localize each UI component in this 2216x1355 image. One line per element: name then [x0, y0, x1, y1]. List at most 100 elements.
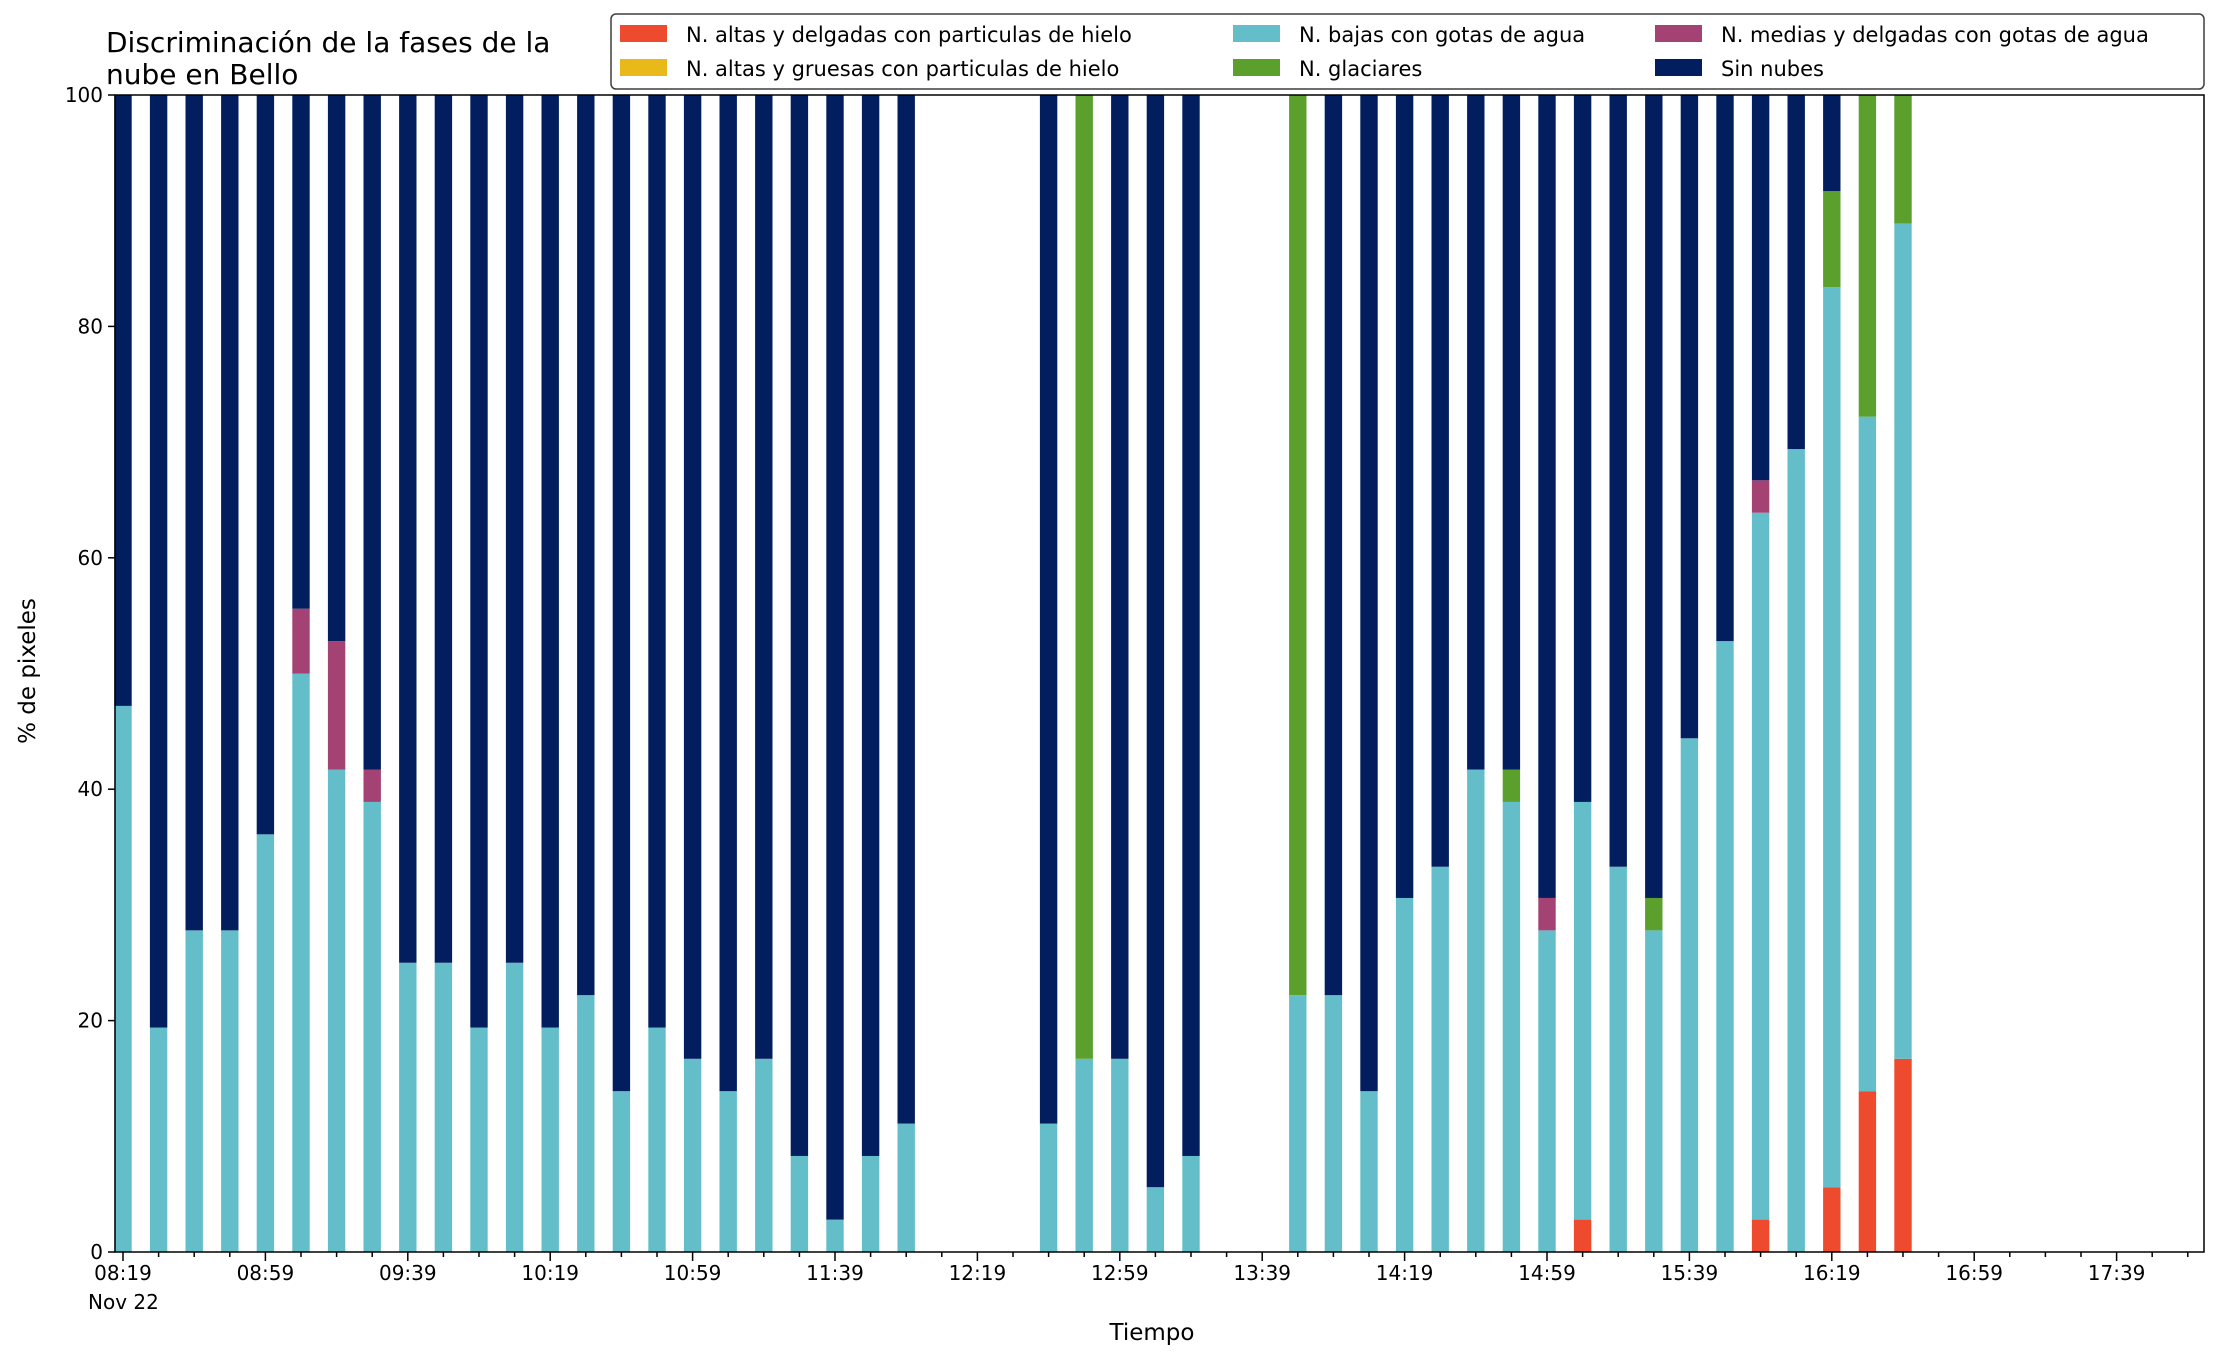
legend-swatch: [1655, 59, 1702, 76]
bar-segment: [1751, 1219, 1770, 1252]
y-axis-label: % de pixeles: [15, 598, 41, 744]
bar-segment: [1289, 95, 1307, 996]
bar-segment: [861, 95, 880, 1156]
x-tick-label: 14:19: [1376, 1261, 1434, 1285]
x-tick-label: 12:59: [1091, 1261, 1149, 1285]
x-tick-label: 14:59: [1518, 1261, 1576, 1285]
bar-segment: [1823, 95, 1841, 192]
bar-segment: [1324, 95, 1343, 996]
bar-segment: [1716, 95, 1734, 642]
bar-segment: [790, 1155, 809, 1252]
y-tick-label: 40: [78, 777, 103, 801]
bar-segment: [114, 95, 132, 706]
legend-swatch: [620, 59, 667, 76]
bar-segment: [1858, 1091, 1877, 1252]
bar-segment: [256, 95, 275, 835]
chart-title-line-2: nube en Bello: [106, 58, 298, 91]
bar-segment: [363, 769, 381, 802]
y-tick-label: 60: [78, 546, 103, 570]
bar-segment: [292, 673, 310, 1252]
bar-segment: [1039, 1123, 1058, 1252]
legend-label: Sin nubes: [1721, 57, 1824, 81]
bar-segment: [1039, 95, 1058, 1124]
legend-label: N. bajas con gotas de agua: [1299, 23, 1585, 47]
x-tick-label: 12:19: [949, 1261, 1007, 1285]
bar-segment: [541, 1027, 559, 1252]
bar-segment: [755, 1058, 773, 1252]
bar-segment: [755, 95, 773, 1059]
bar-segment: [1502, 95, 1521, 770]
bar-segment: [1609, 95, 1627, 867]
legend-label: N. medias y delgadas con gotas de agua: [1721, 23, 2149, 47]
bar-segment: [1894, 95, 1912, 224]
x-tick-label: 10:19: [521, 1261, 579, 1285]
bar-segment: [577, 995, 595, 1252]
y-tick-label: 100: [65, 83, 103, 107]
legend-swatch: [1233, 25, 1280, 42]
bar-segment: [1395, 897, 1414, 1252]
bar-segment: [1502, 801, 1521, 1252]
bar-segment: [327, 769, 346, 1252]
bar-segment: [790, 95, 809, 1156]
bar-segment: [1502, 769, 1521, 802]
bar-segment: [505, 962, 524, 1252]
legend-label: N. altas y gruesas con particulas de hie…: [686, 57, 1119, 81]
legend-swatch: [1655, 25, 1702, 42]
bar-segment: [363, 95, 381, 770]
y-tick-label: 80: [78, 314, 103, 338]
bar-segment: [1075, 95, 1093, 1059]
bar-segment: [470, 1027, 488, 1252]
bar-segment: [683, 1058, 702, 1252]
bar-segment: [1894, 223, 1912, 1059]
bar-segment: [221, 930, 239, 1252]
y-tick-label: 20: [78, 1009, 103, 1033]
x-tick-label: 15:39: [1661, 1261, 1719, 1285]
bar-segment: [1680, 95, 1699, 739]
x-tick-label: 16:19: [1803, 1261, 1861, 1285]
x-axis-label: Tiempo: [1109, 1320, 1195, 1346]
bar-segment: [826, 95, 844, 1220]
bar-segment: [1751, 95, 1770, 481]
bar-segment: [612, 1091, 631, 1252]
legend-label: N. glaciares: [1299, 57, 1422, 81]
bar-segment: [1716, 641, 1734, 1252]
bar-segment: [897, 95, 915, 1124]
bar-segment: [1538, 95, 1556, 898]
bars-layer: [114, 95, 1912, 1252]
axes-layer: 0 20 40 60 80 100 08:19 08:59 09:39 10:19 10:59 11:…: [65, 83, 2189, 1285]
chart-title-line-1: Discriminación de la fases de la: [106, 26, 550, 59]
bar-segment: [149, 95, 168, 1028]
bar-segment: [1538, 897, 1556, 931]
bar-segment: [1431, 866, 1449, 1252]
bar-segment: [1573, 95, 1592, 802]
bar-segment: [1680, 738, 1699, 1252]
bar-segment: [719, 95, 737, 1092]
legend: N. altas y delgadas con particulas de hi…: [610, 13, 2205, 90]
bar-segment: [1573, 1219, 1592, 1252]
bar-segment: [434, 95, 453, 963]
bar-segment: [1858, 416, 1877, 1092]
bar-segment: [327, 95, 346, 642]
bar-segment: [1111, 95, 1129, 1059]
x-tick-label: 17:39: [2088, 1261, 2146, 1285]
bar-segment: [1324, 995, 1343, 1252]
bar-segment: [1858, 95, 1877, 417]
bar-segment: [327, 641, 346, 770]
bar-segment: [1609, 866, 1627, 1252]
bar-segment: [1751, 480, 1770, 513]
bar-segment: [612, 95, 631, 1092]
x-tick-label: 08:59: [237, 1261, 295, 1285]
bar-segment: [434, 962, 453, 1252]
bar-segment: [719, 1091, 737, 1252]
legend-swatch: [620, 25, 667, 42]
bar-segment: [1823, 287, 1841, 1188]
bar-segment: [1538, 930, 1556, 1252]
x-tick-label: 09:39: [379, 1261, 437, 1285]
bar-segment: [1289, 995, 1307, 1252]
bar-segment: [1823, 1187, 1841, 1252]
bar-segment: [221, 95, 239, 931]
bar-segment: [505, 95, 524, 963]
bar-segment: [256, 834, 275, 1252]
bar-segment: [1146, 95, 1165, 1188]
